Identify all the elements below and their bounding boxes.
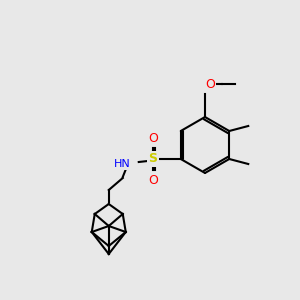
Text: O: O xyxy=(148,131,158,145)
Text: HN: HN xyxy=(114,159,131,169)
Text: O: O xyxy=(148,173,158,187)
Text: S: S xyxy=(148,152,157,166)
Text: O: O xyxy=(205,77,215,91)
